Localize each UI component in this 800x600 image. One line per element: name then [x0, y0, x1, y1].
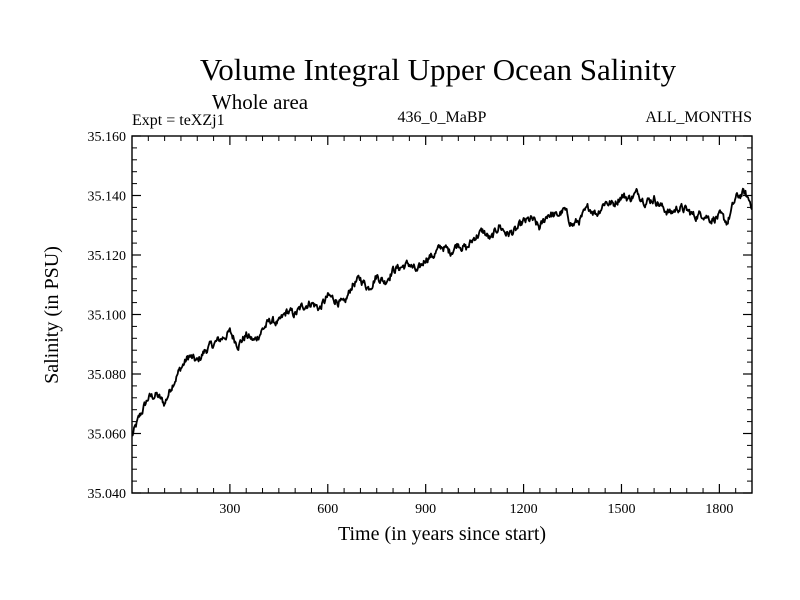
- y-tick-label: 35.140: [88, 190, 127, 205]
- y-tick-label: 35.160: [88, 130, 127, 145]
- y-tick-label: 35.040: [88, 487, 127, 502]
- chart-subtitle: Whole area: [212, 90, 309, 114]
- experiment-label: Expt = teXZj1: [132, 112, 225, 129]
- y-tick-label: 35.100: [88, 309, 127, 324]
- x-tick-label: 1800: [705, 502, 733, 517]
- months-label: ALL_MONTHS: [645, 109, 752, 126]
- x-tick-label: 1200: [510, 502, 538, 517]
- chart-title: Volume Integral Upper Ocean Salinity: [200, 52, 677, 87]
- x-tick-label: 300: [219, 502, 240, 517]
- period-label: 436_0_MaBP: [398, 109, 487, 126]
- y-tick-label: 35.060: [88, 428, 127, 443]
- plot-frame: [131, 135, 753, 494]
- x-axis-ticks: 300 600 900 1200 1500 1800: [147, 136, 737, 517]
- x-tick-label: 900: [415, 502, 436, 517]
- y-axis-ticks: 35.040 35.060 35.080 35.100 35.120 35.140 35.1…: [88, 130, 752, 502]
- x-axis-label: Time (in years since start): [338, 523, 546, 545]
- x-tick-label: 1500: [607, 502, 635, 517]
- salinity-series-line: [131, 187, 753, 437]
- y-axis-label: Salinity (in PSU): [41, 246, 63, 384]
- y-tick-label: 35.080: [88, 368, 127, 383]
- x-tick-label: 600: [317, 502, 338, 517]
- y-tick-label: 35.120: [88, 249, 127, 264]
